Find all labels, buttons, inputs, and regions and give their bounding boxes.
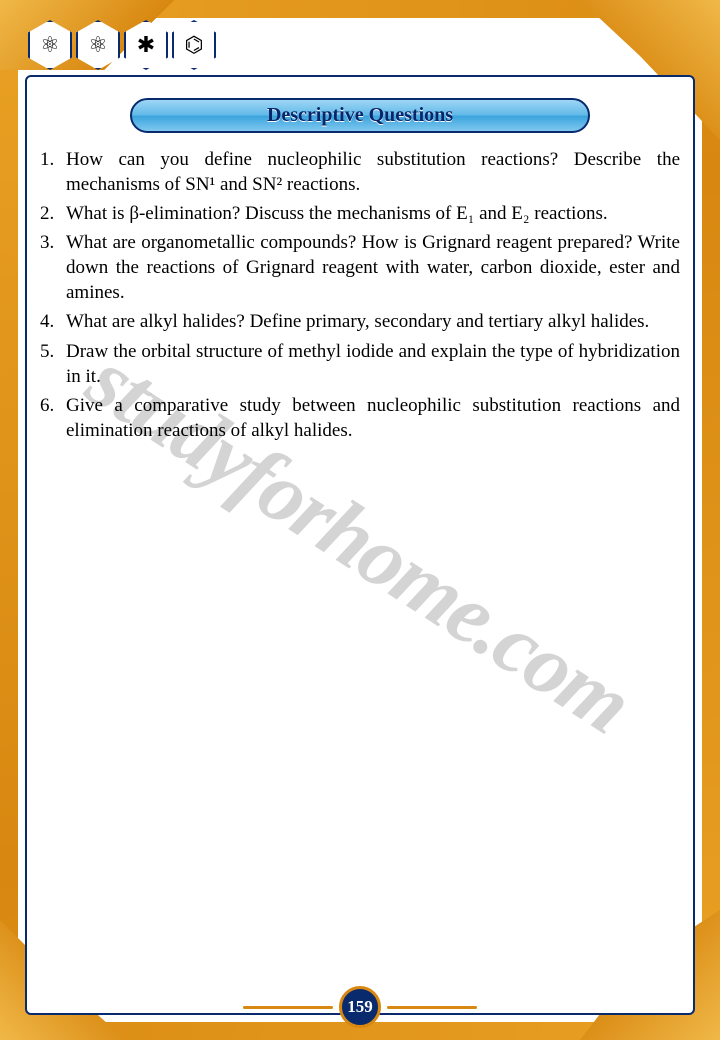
content-area: Descriptive Questions 1. How can you def… — [40, 90, 680, 980]
page-number-line-left — [243, 1006, 333, 1009]
question-number: 4. — [40, 309, 66, 334]
question-item: 1. How can you define nucleophilic subst… — [40, 147, 680, 197]
question-text: What are organometallic compounds? How i… — [66, 230, 680, 305]
question-number: 5. — [40, 339, 66, 389]
question-number: 1. — [40, 147, 66, 197]
question-number: 3. — [40, 230, 66, 305]
question-text: What are alkyl halides? Define primary, … — [66, 309, 680, 334]
question-list: 1. How can you define nucleophilic subst… — [40, 147, 680, 443]
page-number-wrap: 159 — [243, 986, 477, 1028]
page-number: 159 — [339, 986, 381, 1028]
question-text: What is β-elimination? Discuss the mecha… — [66, 201, 680, 226]
question-item: 3. What are organometallic compounds? Ho… — [40, 230, 680, 305]
molecule-colored-icon: ⚛ — [28, 20, 72, 70]
question-text: How can you define nucleophilic substitu… — [66, 147, 680, 197]
header-icon-row: ⚛ ⚛ ✱ ⌬ — [28, 20, 216, 70]
question-item: 6. Give a comparative study between nucl… — [40, 393, 680, 443]
page-number-line-right — [387, 1006, 477, 1009]
question-text: Draw the orbital structure of methyl iod… — [66, 339, 680, 389]
question-item: 4. What are alkyl halides? Define primar… — [40, 309, 680, 334]
question-text: Give a comparative study between nucleop… — [66, 393, 680, 443]
question-item: 2. What is β-elimination? Discuss the me… — [40, 201, 680, 226]
section-title: Descriptive Questions — [130, 98, 590, 133]
network-icon: ✱ — [124, 20, 168, 70]
chain-icon: ⌬ — [172, 20, 216, 70]
question-number: 2. — [40, 201, 66, 226]
question-item: 5. Draw the orbital structure of methyl … — [40, 339, 680, 389]
question-number: 6. — [40, 393, 66, 443]
atom-icon: ⚛ — [76, 20, 120, 70]
